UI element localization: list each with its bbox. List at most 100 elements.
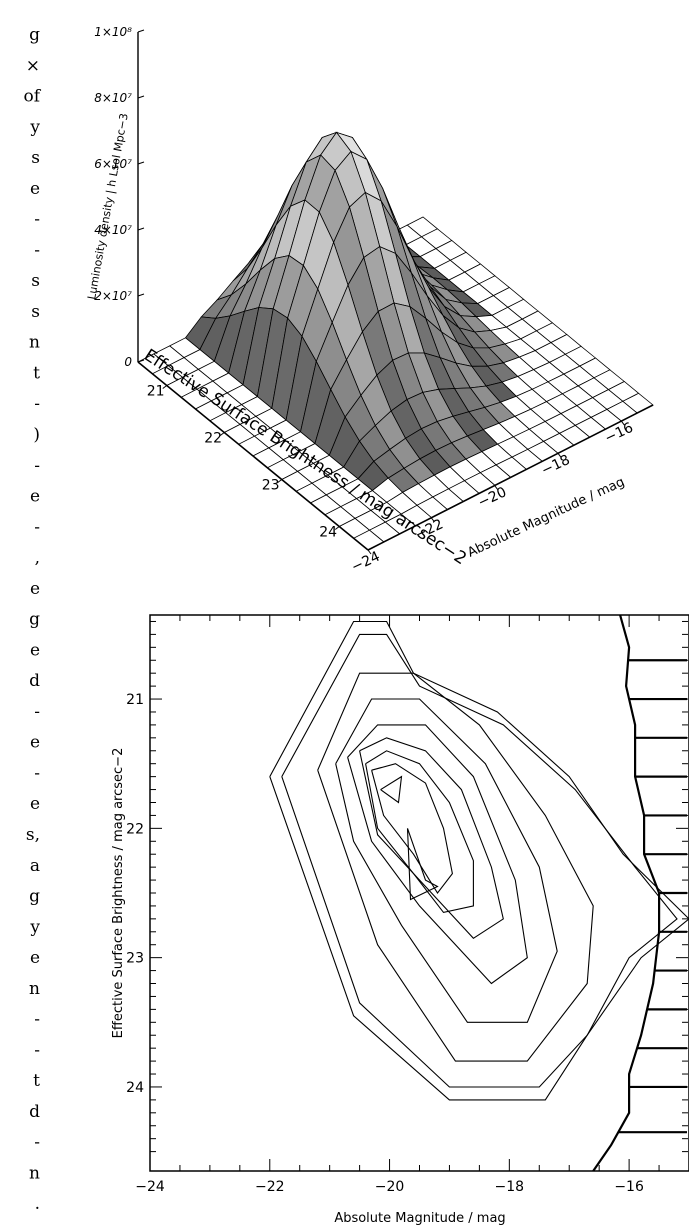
surface-y-tick bbox=[219, 432, 225, 436]
margin-text-fragment: - bbox=[34, 702, 40, 722]
contour-y-tick-label: 22 bbox=[126, 821, 144, 837]
surface-z-tick-label: 4×10⁷ bbox=[94, 223, 132, 237]
contour-x-tick-label: −22 bbox=[255, 1179, 285, 1195]
surface-x-tick bbox=[430, 517, 435, 523]
contour-x-tick-label: −18 bbox=[495, 1179, 525, 1195]
surface-x-tick bbox=[620, 420, 625, 426]
contour-y-tick-label: 23 bbox=[126, 951, 144, 967]
margin-text-fragment: e bbox=[30, 948, 40, 968]
contour-x-tick-label: −24 bbox=[135, 1179, 165, 1195]
contour-line bbox=[335, 698, 558, 1023]
margin-text-fragment: y bbox=[29, 917, 40, 937]
margin-text-fragment: s, bbox=[26, 825, 40, 845]
margin-text-fragment: - bbox=[34, 210, 40, 230]
surface-z-tick bbox=[137, 359, 145, 363]
contour-line bbox=[317, 672, 594, 1062]
contour-plot-frame bbox=[149, 614, 689, 1172]
contour-axis-ticks bbox=[149, 615, 688, 1171]
surface-y-tick-label: 24 bbox=[319, 525, 337, 541]
margin-text-fragment: , bbox=[35, 548, 40, 568]
margin-text-fragment: e bbox=[30, 794, 40, 814]
margin-text-fragment: s bbox=[31, 271, 40, 291]
margin-text-fragment: n bbox=[29, 333, 40, 353]
contour-x-tick-label: −16 bbox=[614, 1179, 644, 1195]
margin-text-fragment: - bbox=[34, 764, 40, 784]
surface-x-axis-line bbox=[367, 404, 654, 551]
contour-line bbox=[406, 828, 439, 901]
margin-text-fragment: of bbox=[23, 87, 41, 107]
margin-text-fragment: - bbox=[34, 394, 40, 414]
margin-text-fragment: . bbox=[35, 1194, 40, 1214]
margin-text-fragment: e bbox=[30, 487, 40, 507]
cropped-body-text: g×ofyse--ssnt-)-e-,eged-e-es,agyen--td-n… bbox=[23, 25, 41, 1214]
contour-x-axis-title: Absolute Magnitude / mag bbox=[334, 1211, 505, 1226]
surface-y-axis-line bbox=[137, 361, 369, 551]
surface-z-tick bbox=[137, 29, 145, 33]
contour-plot: −24 −22 −20 −18 −16 21 22 23 24 Absolute Magnitu… bbox=[111, 614, 689, 1226]
margin-text-fragment: g bbox=[29, 25, 40, 45]
surface-z-tick bbox=[137, 227, 145, 231]
contour-y-tick-label: 21 bbox=[126, 692, 144, 708]
margin-text-fragment: g bbox=[29, 887, 40, 907]
surface-z-tick bbox=[137, 95, 145, 99]
margin-text-fragment: n bbox=[29, 979, 40, 999]
margin-text-fragment: s bbox=[31, 148, 40, 168]
margin-text-fragment: d bbox=[29, 1102, 40, 1122]
margin-text-fragment: y bbox=[29, 117, 40, 137]
surface-z-tick-label: 0 bbox=[124, 355, 132, 369]
surface-z-tick-label: 6×10⁷ bbox=[94, 157, 132, 171]
surface-y-tick-label: 23 bbox=[262, 478, 280, 494]
surface-mesh bbox=[137, 131, 654, 551]
margin-text-fragment: n bbox=[29, 1164, 40, 1184]
surface-x-tick bbox=[557, 453, 562, 458]
contour-line bbox=[371, 763, 453, 894]
margin-text-fragment: e bbox=[30, 733, 40, 753]
margin-text-fragment: - bbox=[34, 517, 40, 537]
margin-text-fragment: e bbox=[30, 579, 40, 599]
margin-text-fragment: d bbox=[29, 671, 40, 691]
margin-text-fragment: a bbox=[30, 856, 40, 876]
surface-x-tick-label: −24 bbox=[349, 549, 383, 576]
contour-line bbox=[365, 750, 474, 914]
surface-y-tick bbox=[334, 526, 340, 530]
surface-x-tick bbox=[494, 485, 499, 490]
contour-line bbox=[281, 633, 678, 1088]
margin-text-fragment: - bbox=[34, 1040, 40, 1060]
surface-axes bbox=[137, 29, 654, 555]
contour-lines bbox=[269, 620, 689, 1101]
contour-tick-labels: −24 −22 −20 −18 −16 21 22 23 24 bbox=[126, 692, 644, 1195]
margin-text-fragment: - bbox=[34, 1133, 40, 1153]
margin-text-fragment: - bbox=[34, 240, 40, 260]
surface-y-tick bbox=[162, 385, 168, 389]
margin-text-fragment: × bbox=[26, 56, 40, 76]
contour-line bbox=[269, 620, 689, 1101]
surface-y-tick-label: 22 bbox=[204, 431, 222, 447]
surface-plot-3d: 02×10⁷4×10⁷6×10⁷8×10⁷1×10⁸21222324−24−22… bbox=[85, 25, 654, 576]
contour-x-tick-label: −20 bbox=[375, 1179, 405, 1195]
margin-text-fragment: g bbox=[29, 610, 40, 630]
contour-y-axis-title: Effective Surface Brightness / mag arcse… bbox=[111, 748, 126, 1039]
margin-text-fragment: - bbox=[34, 1010, 40, 1030]
surface-z-tick-label: 2×10⁷ bbox=[94, 289, 132, 303]
margin-text-fragment: e bbox=[30, 179, 40, 199]
margin-text-fragment: ) bbox=[33, 425, 40, 445]
contour-line bbox=[359, 737, 504, 940]
margin-text-fragment: t bbox=[33, 364, 40, 384]
surface-z-tick bbox=[137, 161, 145, 165]
margin-text-fragment: - bbox=[34, 456, 40, 476]
margin-text-fragment: e bbox=[30, 640, 40, 660]
surface-y-tick-label: 21 bbox=[147, 384, 165, 400]
surface-z-tick-label: 1×10⁸ bbox=[94, 25, 132, 39]
contour-hatched-region bbox=[592, 614, 687, 1172]
contour-y-tick-label: 24 bbox=[126, 1080, 144, 1096]
surface-z-tick bbox=[137, 293, 145, 297]
contour-line bbox=[347, 724, 528, 985]
surface-x-tick bbox=[367, 549, 372, 555]
surface-y-tick bbox=[277, 479, 283, 483]
margin-text-fragment: t bbox=[33, 1071, 40, 1091]
surface-z-axis-title: Luminosity density | h Lsol Mpc−3 bbox=[85, 112, 131, 300]
margin-text-fragment: s bbox=[31, 302, 40, 322]
surface-z-tick-label: 8×10⁷ bbox=[94, 91, 132, 105]
contour-line bbox=[380, 775, 403, 804]
